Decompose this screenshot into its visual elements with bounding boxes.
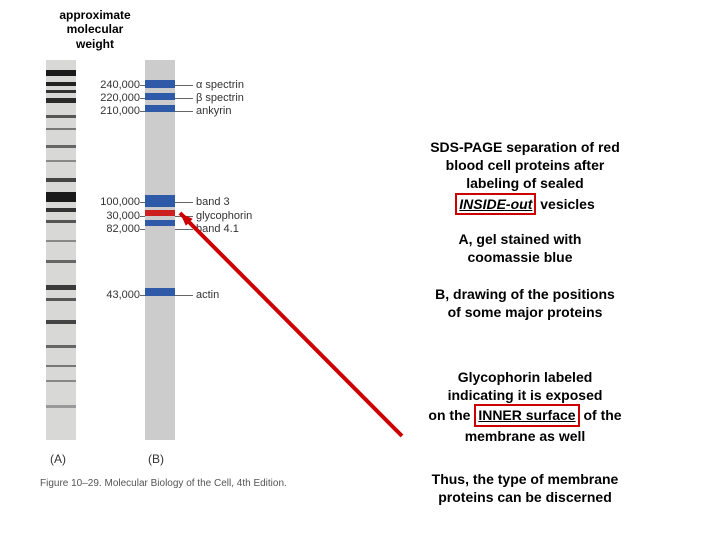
lead-line: [140, 202, 145, 203]
mw-label: 240,000: [85, 79, 140, 91]
gel-band-a: [46, 82, 76, 86]
lane-label-b: (B): [148, 452, 164, 466]
gel-lane-a: [46, 60, 76, 440]
gel-band-b: [145, 288, 175, 296]
protein-label: glycophorin: [196, 210, 252, 222]
protein-label: α spectrin: [196, 79, 244, 91]
mw-header-text: approximate molecular weight: [59, 8, 130, 51]
gel-band-b: [145, 220, 175, 226]
gel-band-a: [46, 160, 76, 162]
gel-lane-b: [145, 60, 175, 440]
lead-line: [140, 85, 145, 86]
annotation-line: A, gel stained with: [395, 230, 645, 248]
gel-band-a: [46, 285, 76, 290]
annotation-line: coomassie blue: [395, 248, 645, 266]
annotation-t5: Thus, the type of membraneproteins can b…: [370, 470, 680, 506]
gel-band-a: [46, 208, 76, 212]
gel-band-a: [46, 145, 76, 148]
lead-line: [175, 98, 193, 99]
gel-band-a: [46, 98, 76, 103]
gel-band-a: [46, 260, 76, 263]
mw-label: 220,000: [85, 92, 140, 104]
annotation-line: proteins can be discerned: [370, 488, 680, 506]
annotation-line: labeling of sealed: [370, 174, 680, 192]
gel-band-a: [46, 365, 76, 367]
mw-label: 100,000: [85, 196, 140, 208]
gel-band-a: [46, 90, 76, 93]
lead-line: [175, 202, 193, 203]
mw-label: 82,000: [85, 223, 140, 235]
annotation-line: B, drawing of the positions: [370, 285, 680, 303]
protein-label: β spectrin: [196, 92, 244, 104]
annotation-line: Glycophorin labeled: [355, 368, 695, 386]
annotation-line: indicating it is exposed: [355, 386, 695, 404]
lead-line: [140, 111, 145, 112]
gel-band-a: [46, 192, 76, 202]
lead-line: [175, 111, 193, 112]
annotation-line: SDS-PAGE separation of red: [370, 138, 680, 156]
gel-band-a: [46, 380, 76, 382]
protein-label: ankyrin: [196, 105, 231, 117]
annotation-line: blood cell proteins after: [370, 156, 680, 174]
lead-line: [175, 216, 193, 217]
gel-band-b: [145, 105, 175, 112]
lead-line: [175, 229, 193, 230]
gel-band-a: [46, 70, 76, 76]
gel-band-b: [145, 93, 175, 100]
gel-band-a: [46, 405, 76, 408]
gel-band-b: [145, 210, 175, 216]
protein-label: band 4.1: [196, 223, 239, 235]
annotation-line: on the INNER surface of the: [355, 404, 695, 426]
gel-band-a: [46, 115, 76, 118]
lane-label-a: (A): [50, 452, 66, 466]
gel-band-b: [145, 195, 175, 207]
gel-band-a: [46, 298, 76, 301]
protein-label: actin: [196, 289, 219, 301]
lead-line: [140, 295, 145, 296]
gel-band-a: [46, 320, 76, 324]
gel-band-a: [46, 345, 76, 348]
lead-line: [175, 85, 193, 86]
gel-band-a: [46, 128, 76, 130]
annotation-line: Thus, the type of membrane: [370, 470, 680, 488]
annotation-t4: Glycophorin labeledindicating it is expo…: [355, 368, 695, 445]
mw-label: 30,000: [85, 210, 140, 222]
protein-label: band 3: [196, 196, 230, 208]
annotation-line: INSIDE-out vesicles: [370, 193, 680, 215]
gel-band-b: [145, 80, 175, 88]
mw-label: 210,000: [85, 105, 140, 117]
annotation-t3: B, drawing of the positionsof some major…: [370, 285, 680, 321]
mw-header: approximate molecular weight: [50, 8, 140, 51]
annotation-t1: SDS-PAGE separation of redblood cell pro…: [370, 138, 680, 215]
gel-band-a: [46, 240, 76, 242]
lead-line: [140, 98, 145, 99]
gel-band-a: [46, 178, 76, 182]
lead-line: [140, 229, 145, 230]
mw-label: 43,000: [85, 289, 140, 301]
annotation-line: membrane as well: [355, 427, 695, 445]
annotation-t2: A, gel stained withcoomassie blue: [395, 230, 645, 266]
annotation-line: of some major proteins: [370, 303, 680, 321]
figure-caption: Figure 10–29. Molecular Biology of the C…: [40, 478, 287, 489]
lead-line: [175, 295, 193, 296]
gel-band-a: [46, 220, 76, 223]
lead-line: [140, 216, 145, 217]
